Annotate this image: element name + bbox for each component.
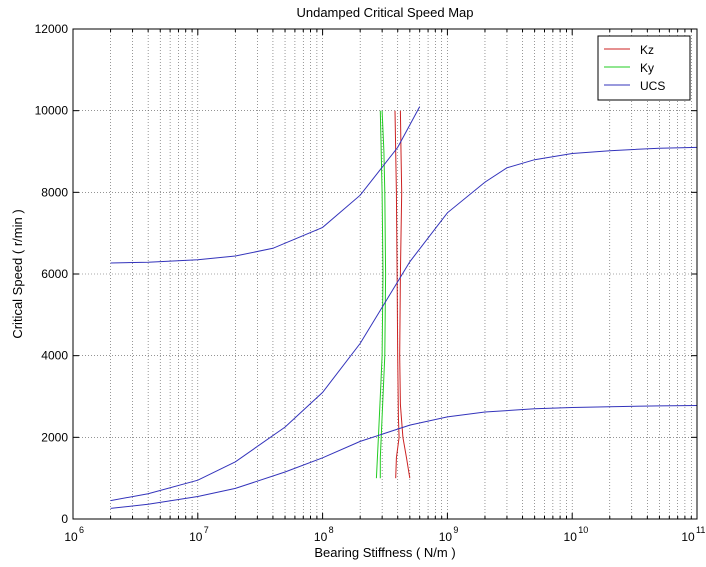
- x-tick-label: 10 7: [189, 525, 209, 544]
- series-line-kz: [394, 110, 400, 479]
- series-line-ucs: [110, 146, 698, 502]
- x-tick-label: 10 11: [681, 525, 705, 544]
- legend-label-ky: Ky: [640, 61, 654, 75]
- y-axis-tick-labels: 0 2000 4000 6000 8000 10000 12000: [35, 22, 69, 526]
- x-tick-label-exponent: 8: [329, 525, 334, 535]
- x-axis-tick-labels: 10 6 10 7 10 8 10 9 10 10 10 11: [64, 525, 705, 544]
- x-tick-label-base: 10: [189, 530, 203, 544]
- axis-ticks: [72, 28, 697, 520]
- x-tick-label-base: 10: [564, 530, 578, 544]
- y-tick-label: 8000: [41, 185, 68, 199]
- x-tick-label-exponent: 11: [696, 525, 705, 535]
- y-tick-label: 6000: [41, 267, 68, 281]
- x-tick-label-base: 10: [439, 530, 453, 544]
- y-axis-label: Critical Speed ( r/min ): [10, 209, 25, 338]
- x-tick-label: 10 6: [64, 525, 84, 544]
- x-tick-label: 10 10: [564, 525, 589, 544]
- y-tick-label: 10000: [35, 104, 69, 118]
- series-line-ucs: [110, 405, 698, 509]
- x-tick-label-exponent: 9: [453, 525, 458, 535]
- x-tick-label-exponent: 10: [578, 525, 588, 535]
- legend-box: [597, 35, 691, 101]
- series-ucs: [110, 106, 698, 509]
- series-line-ucs: [110, 106, 421, 264]
- x-tick-label-base: 10: [681, 530, 695, 544]
- legend-label-kz: Kz: [640, 43, 654, 57]
- grid-lines: [73, 29, 697, 519]
- y-tick-label: 12000: [35, 22, 69, 36]
- series-kz: [394, 110, 411, 479]
- x-tick-label: 10 8: [314, 525, 334, 544]
- x-tick-label-base: 10: [64, 530, 78, 544]
- series-line-kz: [399, 110, 411, 479]
- x-tick-label-exponent: 7: [204, 525, 209, 535]
- y-tick-label: 0: [61, 512, 68, 526]
- x-tick-label-exponent: 6: [79, 525, 84, 535]
- x-axis-label: Bearing Stiffness ( N/m ): [314, 545, 455, 560]
- series-layer: [110, 106, 698, 509]
- series-line-ky: [375, 110, 384, 479]
- x-tick-label: 10 9: [439, 525, 459, 544]
- y-tick-label: 2000: [41, 430, 68, 444]
- chart-title: Undamped Critical Speed Map: [296, 5, 473, 20]
- legend: Kz Ky UCS: [597, 35, 691, 101]
- y-tick-label: 4000: [41, 349, 68, 363]
- legend-label-ucs: UCS: [640, 79, 665, 93]
- x-tick-label-base: 10: [314, 530, 328, 544]
